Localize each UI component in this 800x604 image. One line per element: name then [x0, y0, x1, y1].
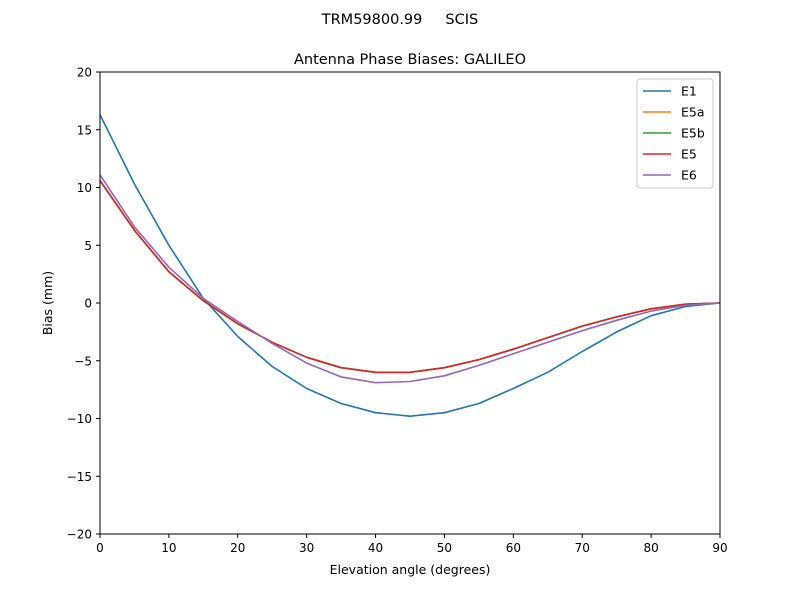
x-tick-label: 20 — [230, 541, 245, 555]
series-line-e1 — [99, 114, 721, 418]
x-axis-label: Elevation angle (degrees) — [330, 562, 491, 577]
y-tick-label: 10 — [77, 181, 92, 195]
plot-frame — [99, 71, 721, 535]
legend-label: E5 — [681, 147, 697, 162]
figure-suptitle: TRM59800.99 SCIS — [321, 12, 478, 28]
x-tick-label: 60 — [506, 541, 521, 555]
x-tick-label: 80 — [643, 541, 658, 555]
y-tick-label: 20 — [77, 66, 92, 80]
chart-title: Antenna Phase Biases: GALILEO — [294, 52, 526, 68]
y-tick-label: −10 — [67, 412, 92, 426]
series-line-e5b — [99, 180, 721, 374]
x-tick-label: 30 — [299, 541, 314, 555]
legend-label: E6 — [681, 168, 697, 183]
x-tick-label: 70 — [575, 541, 590, 555]
y-tick-label: −20 — [67, 528, 92, 542]
series-line-e5 — [99, 180, 721, 374]
x-tick-label: 50 — [437, 541, 452, 555]
series-line-e5a — [99, 180, 721, 374]
y-tick-label: 0 — [84, 297, 92, 311]
legend-label: E5b — [681, 126, 705, 141]
y-tick-label: 15 — [77, 123, 92, 137]
legend-box — [636, 78, 714, 189]
y-axis-label: Bias (mm) — [40, 271, 55, 335]
legend-label: E1 — [681, 84, 697, 99]
series-line-e6 — [99, 174, 721, 384]
x-tick-label: 40 — [368, 541, 383, 555]
legend: E1 E5a E5b E5 E6 — [636, 78, 714, 189]
y-tick-label: −5 — [74, 354, 92, 368]
y-tick-label: −15 — [67, 470, 92, 484]
x-tick-label: 10 — [161, 541, 176, 555]
x-tick-label: 0 — [96, 541, 104, 555]
y-tick-label: 5 — [84, 239, 92, 253]
x-tick-label: 90 — [712, 541, 727, 555]
legend-label: E5a — [681, 105, 705, 120]
